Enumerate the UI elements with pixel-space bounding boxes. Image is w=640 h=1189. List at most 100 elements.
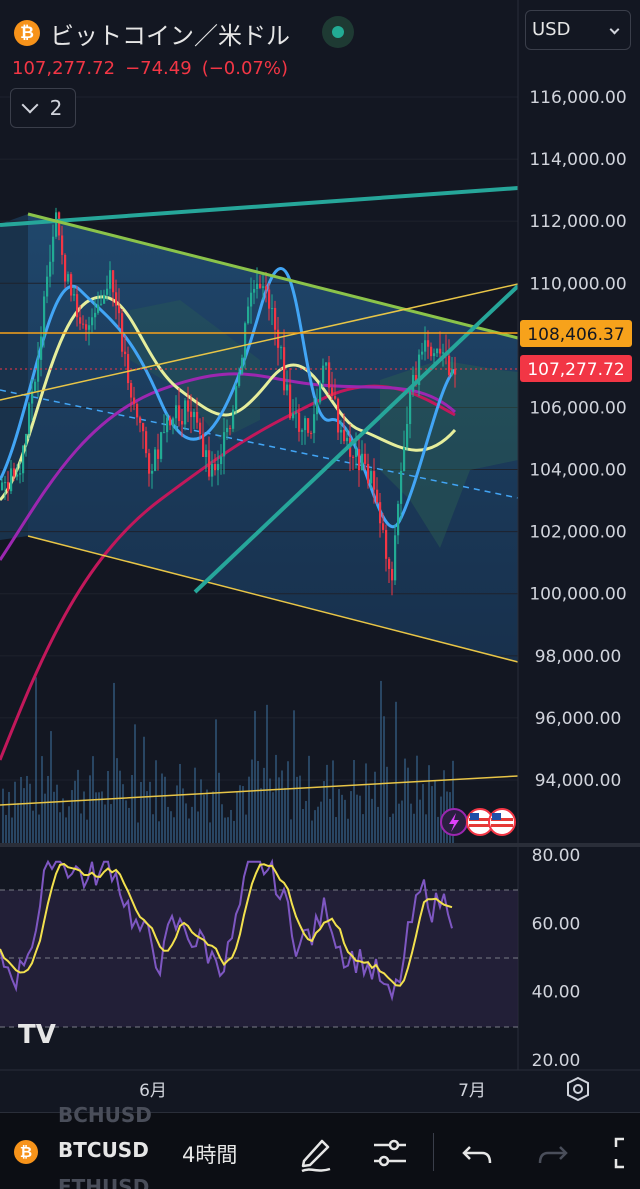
candle-body xyxy=(13,468,16,477)
candle-body xyxy=(37,359,40,382)
volume-bar xyxy=(71,790,73,843)
fullscreen-button[interactable] xyxy=(604,1131,640,1175)
indicator-settings-button[interactable] xyxy=(368,1131,412,1175)
current-price-tag[interactable] xyxy=(520,355,632,382)
volume-bar xyxy=(206,789,208,843)
volume-bar xyxy=(338,789,340,843)
candle-body xyxy=(307,418,310,433)
price-tick: 98,000.00 xyxy=(535,647,622,667)
interval-button[interactable]: 4時間 xyxy=(182,1143,238,1167)
candle-body xyxy=(331,387,334,397)
volume-bar xyxy=(86,819,88,843)
volume-bar xyxy=(182,788,184,843)
rising-line[interactable] xyxy=(0,283,519,401)
candle-body xyxy=(316,402,319,415)
candle-body xyxy=(268,289,271,309)
volume-bar xyxy=(35,677,37,843)
volume-bar xyxy=(326,764,328,843)
chart-settings-icon[interactable] xyxy=(567,1076,589,1102)
candle-body xyxy=(250,292,253,307)
price-tick: 94,000.00 xyxy=(535,771,622,791)
price-tick: 102,000.00 xyxy=(529,523,626,543)
candle-body xyxy=(55,212,58,237)
candle-body xyxy=(175,405,178,419)
indicators-toggle-button[interactable]: 2 xyxy=(10,88,76,128)
volume-bar xyxy=(155,760,157,843)
volume-bar xyxy=(218,772,220,843)
candle-body xyxy=(136,403,139,418)
undo-button[interactable] xyxy=(456,1131,500,1175)
symbol-picker-button[interactable]: BTCUSD xyxy=(58,1138,149,1162)
currency-select[interactable]: USD xyxy=(525,10,631,50)
volume-bar xyxy=(332,760,334,843)
pane-separator[interactable] xyxy=(0,843,640,847)
candle-body xyxy=(187,400,190,412)
volume-bar xyxy=(74,780,76,843)
volume-bar xyxy=(161,773,163,843)
candle-body xyxy=(277,329,280,348)
candle-body xyxy=(370,471,373,484)
symbol-title[interactable]: ビットコイン／米ドル xyxy=(50,22,290,50)
candle-body xyxy=(364,453,367,464)
support-trendline[interactable] xyxy=(193,284,520,594)
volume-bar xyxy=(47,775,49,843)
volume-bar xyxy=(287,761,289,843)
volume-bar xyxy=(194,767,196,843)
volume-bar xyxy=(323,781,325,843)
redo-button[interactable] xyxy=(530,1131,574,1175)
candle-body xyxy=(160,432,163,459)
candle-body xyxy=(142,422,145,432)
bitcoin-icon: ₿ xyxy=(14,1140,38,1164)
volume-bar xyxy=(20,776,22,843)
candle-body xyxy=(289,384,292,419)
candle-body xyxy=(298,412,301,432)
us-flag-icon[interactable] xyxy=(488,808,516,836)
candle-body xyxy=(274,307,277,330)
candle-body xyxy=(271,307,274,309)
candle-body xyxy=(229,427,232,429)
volume-bar xyxy=(254,710,256,843)
price-tick: 114,000.00 xyxy=(529,150,626,170)
lower-line[interactable] xyxy=(0,775,519,806)
volume-bar xyxy=(266,704,268,843)
price-axis-bg xyxy=(518,0,640,1070)
candle-body xyxy=(400,470,403,504)
candle-body xyxy=(4,482,7,484)
chart-header: ₿ ビットコイン／米ドル 107,277.72 −74.49 (−0.07%) 2 xyxy=(0,0,520,130)
candle-body xyxy=(7,482,10,492)
price-chart[interactable]: 116,000.00 114,000.00 112,000.00 110,000.00… xyxy=(0,0,640,1112)
volume-bar xyxy=(5,814,7,843)
pen-icon xyxy=(301,1139,331,1173)
candle-body xyxy=(220,456,223,465)
candlesticks xyxy=(1,207,457,596)
candle-body xyxy=(163,432,166,434)
market-open-icon[interactable] xyxy=(322,16,354,48)
upper-trendline[interactable] xyxy=(0,186,519,227)
candle-body xyxy=(154,449,157,471)
volume-bar xyxy=(26,775,28,843)
event-icons[interactable] xyxy=(440,808,516,836)
alert-price-tag[interactable] xyxy=(520,320,632,347)
candle-body xyxy=(283,347,286,391)
volume-bar xyxy=(431,786,433,843)
candle-body xyxy=(139,417,142,423)
price-axis[interactable]: 116,000.00 114,000.00 112,000.00 110,000.00… xyxy=(529,88,626,791)
volume-bar xyxy=(149,781,151,843)
candle-body xyxy=(238,373,241,386)
candle-body xyxy=(16,474,19,477)
candle-body xyxy=(304,418,307,431)
volume-bar xyxy=(281,770,283,843)
volume-bar xyxy=(83,791,85,843)
candle-body xyxy=(97,304,100,313)
candle-body xyxy=(382,523,385,530)
channel-bottom-line[interactable] xyxy=(27,535,519,663)
volume-bar xyxy=(140,781,142,843)
candle-body xyxy=(397,503,400,536)
price-tick: 112,000.00 xyxy=(529,212,626,232)
volume-bar xyxy=(236,792,238,843)
channel-top-line[interactable] xyxy=(27,212,519,340)
candle-body xyxy=(436,348,439,354)
drawing-tools-button[interactable] xyxy=(294,1131,338,1175)
lightning-glyph xyxy=(449,813,459,832)
candle-body xyxy=(82,323,85,325)
